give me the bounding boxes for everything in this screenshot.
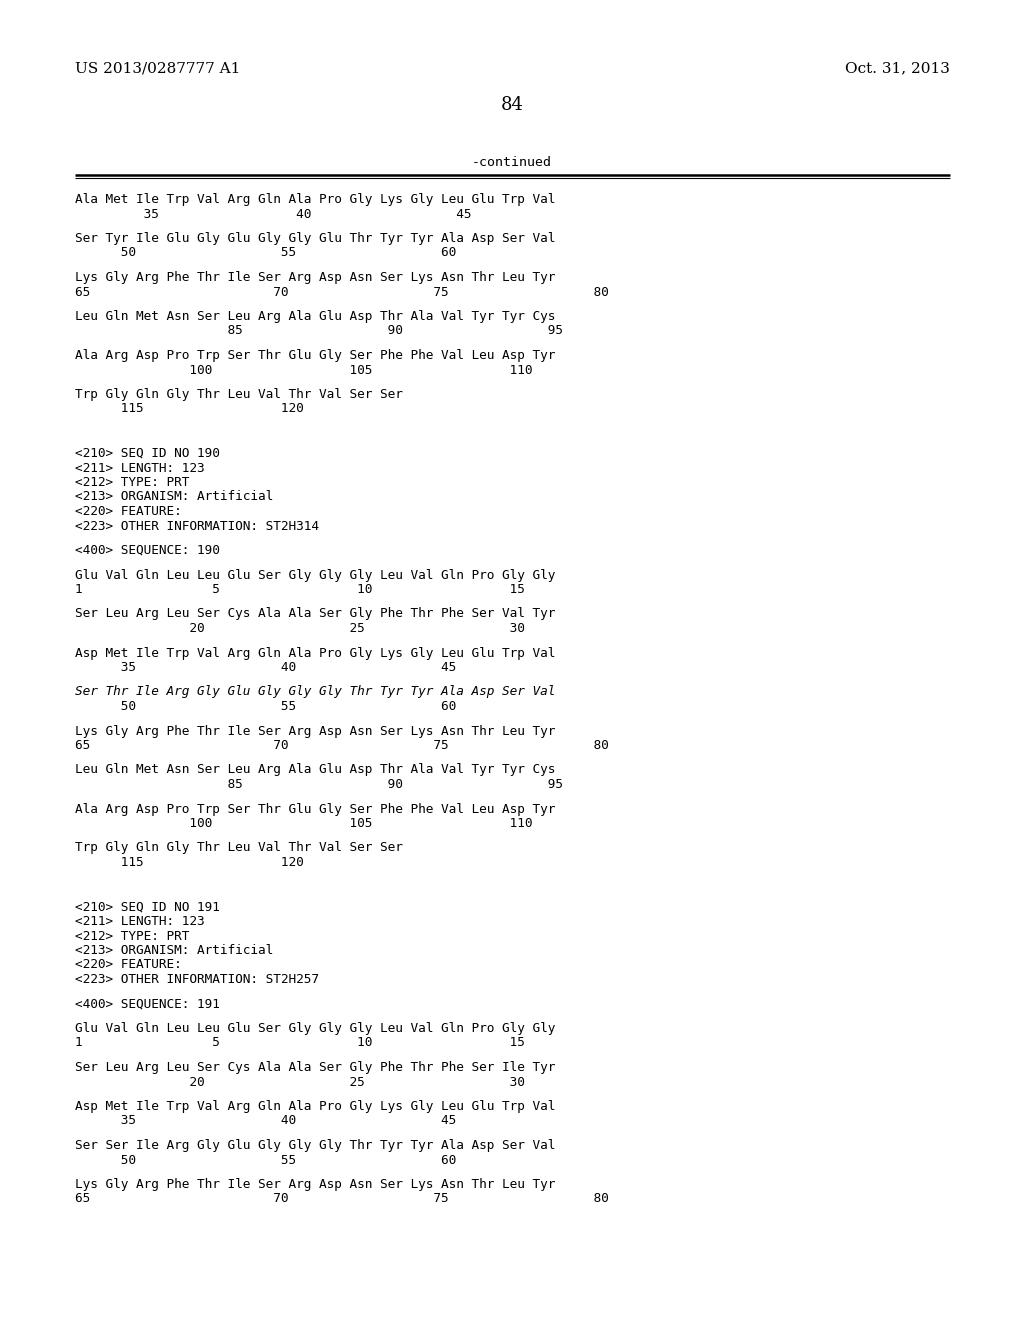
- Text: Asp Met Ile Trp Val Arg Gln Ala Pro Gly Lys Gly Leu Glu Trp Val: Asp Met Ile Trp Val Arg Gln Ala Pro Gly …: [75, 647, 555, 660]
- Text: Lys Gly Arg Phe Thr Ile Ser Arg Asp Asn Ser Lys Asn Thr Leu Tyr: Lys Gly Arg Phe Thr Ile Ser Arg Asp Asn …: [75, 1177, 555, 1191]
- Text: Leu Gln Met Asn Ser Leu Arg Ala Glu Asp Thr Ala Val Tyr Tyr Cys: Leu Gln Met Asn Ser Leu Arg Ala Glu Asp …: [75, 763, 555, 776]
- Text: Trp Gly Gln Gly Thr Leu Val Thr Val Ser Ser: Trp Gly Gln Gly Thr Leu Val Thr Val Ser …: [75, 842, 402, 854]
- Text: 65                        70                   75                   80: 65 70 75 80: [75, 285, 608, 298]
- Text: 115                  120: 115 120: [75, 403, 304, 416]
- Text: 115                  120: 115 120: [75, 855, 304, 869]
- Text: 35                   40                   45: 35 40 45: [75, 1114, 457, 1127]
- Text: <400> SEQUENCE: 190: <400> SEQUENCE: 190: [75, 544, 220, 557]
- Text: <220> FEATURE:: <220> FEATURE:: [75, 506, 181, 517]
- Text: Ser Ser Ile Arg Gly Glu Gly Gly Gly Thr Tyr Tyr Ala Asp Ser Val: Ser Ser Ile Arg Gly Glu Gly Gly Gly Thr …: [75, 1139, 555, 1152]
- Text: <210> SEQ ID NO 190: <210> SEQ ID NO 190: [75, 447, 220, 459]
- Text: Ser Thr Ile Arg Gly Glu Gly Gly Gly Thr Tyr Tyr Ala Asp Ser Val: Ser Thr Ile Arg Gly Glu Gly Gly Gly Thr …: [75, 685, 555, 698]
- Text: Lys Gly Arg Phe Thr Ile Ser Arg Asp Asn Ser Lys Asn Thr Leu Tyr: Lys Gly Arg Phe Thr Ile Ser Arg Asp Asn …: [75, 271, 555, 284]
- Text: <223> OTHER INFORMATION: ST2H314: <223> OTHER INFORMATION: ST2H314: [75, 520, 319, 532]
- Text: Ser Tyr Ile Glu Gly Glu Gly Gly Glu Thr Tyr Tyr Ala Asp Ser Val: Ser Tyr Ile Glu Gly Glu Gly Gly Glu Thr …: [75, 232, 555, 246]
- Text: Ser Leu Arg Leu Ser Cys Ala Ala Ser Gly Phe Thr Phe Ser Val Tyr: Ser Leu Arg Leu Ser Cys Ala Ala Ser Gly …: [75, 607, 555, 620]
- Text: 35                   40                   45: 35 40 45: [75, 661, 457, 675]
- Text: 65                        70                   75                   80: 65 70 75 80: [75, 1192, 608, 1205]
- Text: <211> LENGTH: 123: <211> LENGTH: 123: [75, 915, 205, 928]
- Text: 84: 84: [501, 96, 523, 114]
- Text: US 2013/0287777 A1: US 2013/0287777 A1: [75, 61, 241, 75]
- Text: Oct. 31, 2013: Oct. 31, 2013: [845, 61, 950, 75]
- Text: 1                 5                  10                  15: 1 5 10 15: [75, 583, 525, 597]
- Text: <223> OTHER INFORMATION: ST2H257: <223> OTHER INFORMATION: ST2H257: [75, 973, 319, 986]
- Text: 20                   25                   30: 20 25 30: [75, 622, 525, 635]
- Text: Ala Arg Asp Pro Trp Ser Thr Glu Gly Ser Phe Phe Val Leu Asp Tyr: Ala Arg Asp Pro Trp Ser Thr Glu Gly Ser …: [75, 803, 555, 816]
- Text: <210> SEQ ID NO 191: <210> SEQ ID NO 191: [75, 900, 220, 913]
- Text: 20                   25                   30: 20 25 30: [75, 1076, 525, 1089]
- Text: -continued: -continued: [472, 156, 552, 169]
- Text: Glu Val Gln Leu Leu Glu Ser Gly Gly Gly Leu Val Gln Pro Gly Gly: Glu Val Gln Leu Leu Glu Ser Gly Gly Gly …: [75, 1022, 555, 1035]
- Text: 1                 5                  10                  15: 1 5 10 15: [75, 1036, 525, 1049]
- Text: 100                  105                  110: 100 105 110: [75, 817, 532, 830]
- Text: 100                  105                  110: 100 105 110: [75, 363, 532, 376]
- Text: 85                   90                   95: 85 90 95: [75, 325, 563, 338]
- Text: <213> ORGANISM: Artificial: <213> ORGANISM: Artificial: [75, 944, 273, 957]
- Text: <212> TYPE: PRT: <212> TYPE: PRT: [75, 477, 189, 488]
- Text: <213> ORGANISM: Artificial: <213> ORGANISM: Artificial: [75, 491, 273, 503]
- Text: <220> FEATURE:: <220> FEATURE:: [75, 958, 181, 972]
- Text: 50                   55                   60: 50 55 60: [75, 700, 457, 713]
- Text: <400> SEQUENCE: 191: <400> SEQUENCE: 191: [75, 998, 220, 1011]
- Text: 50                   55                   60: 50 55 60: [75, 1154, 457, 1167]
- Text: 50                   55                   60: 50 55 60: [75, 247, 457, 260]
- Text: Lys Gly Arg Phe Thr Ile Ser Arg Asp Asn Ser Lys Asn Thr Leu Tyr: Lys Gly Arg Phe Thr Ile Ser Arg Asp Asn …: [75, 725, 555, 738]
- Text: Ser Leu Arg Leu Ser Cys Ala Ala Ser Gly Phe Thr Phe Ser Ile Tyr: Ser Leu Arg Leu Ser Cys Ala Ala Ser Gly …: [75, 1061, 555, 1074]
- Text: <212> TYPE: PRT: <212> TYPE: PRT: [75, 929, 189, 942]
- Text: Ala Met Ile Trp Val Arg Gln Ala Pro Gly Lys Gly Leu Glu Trp Val: Ala Met Ile Trp Val Arg Gln Ala Pro Gly …: [75, 193, 555, 206]
- Text: Ala Arg Asp Pro Trp Ser Thr Glu Gly Ser Phe Phe Val Leu Asp Tyr: Ala Arg Asp Pro Trp Ser Thr Glu Gly Ser …: [75, 348, 555, 362]
- Text: <211> LENGTH: 123: <211> LENGTH: 123: [75, 462, 205, 474]
- Text: Trp Gly Gln Gly Thr Leu Val Thr Val Ser Ser: Trp Gly Gln Gly Thr Leu Val Thr Val Ser …: [75, 388, 402, 401]
- Text: 35                  40                   45: 35 40 45: [75, 207, 471, 220]
- Text: 65                        70                   75                   80: 65 70 75 80: [75, 739, 608, 752]
- Text: Glu Val Gln Leu Leu Glu Ser Gly Gly Gly Leu Val Gln Pro Gly Gly: Glu Val Gln Leu Leu Glu Ser Gly Gly Gly …: [75, 569, 555, 582]
- Text: Asp Met Ile Trp Val Arg Gln Ala Pro Gly Lys Gly Leu Glu Trp Val: Asp Met Ile Trp Val Arg Gln Ala Pro Gly …: [75, 1100, 555, 1113]
- Text: 85                   90                   95: 85 90 95: [75, 777, 563, 791]
- Text: Leu Gln Met Asn Ser Leu Arg Ala Glu Asp Thr Ala Val Tyr Tyr Cys: Leu Gln Met Asn Ser Leu Arg Ala Glu Asp …: [75, 310, 555, 323]
